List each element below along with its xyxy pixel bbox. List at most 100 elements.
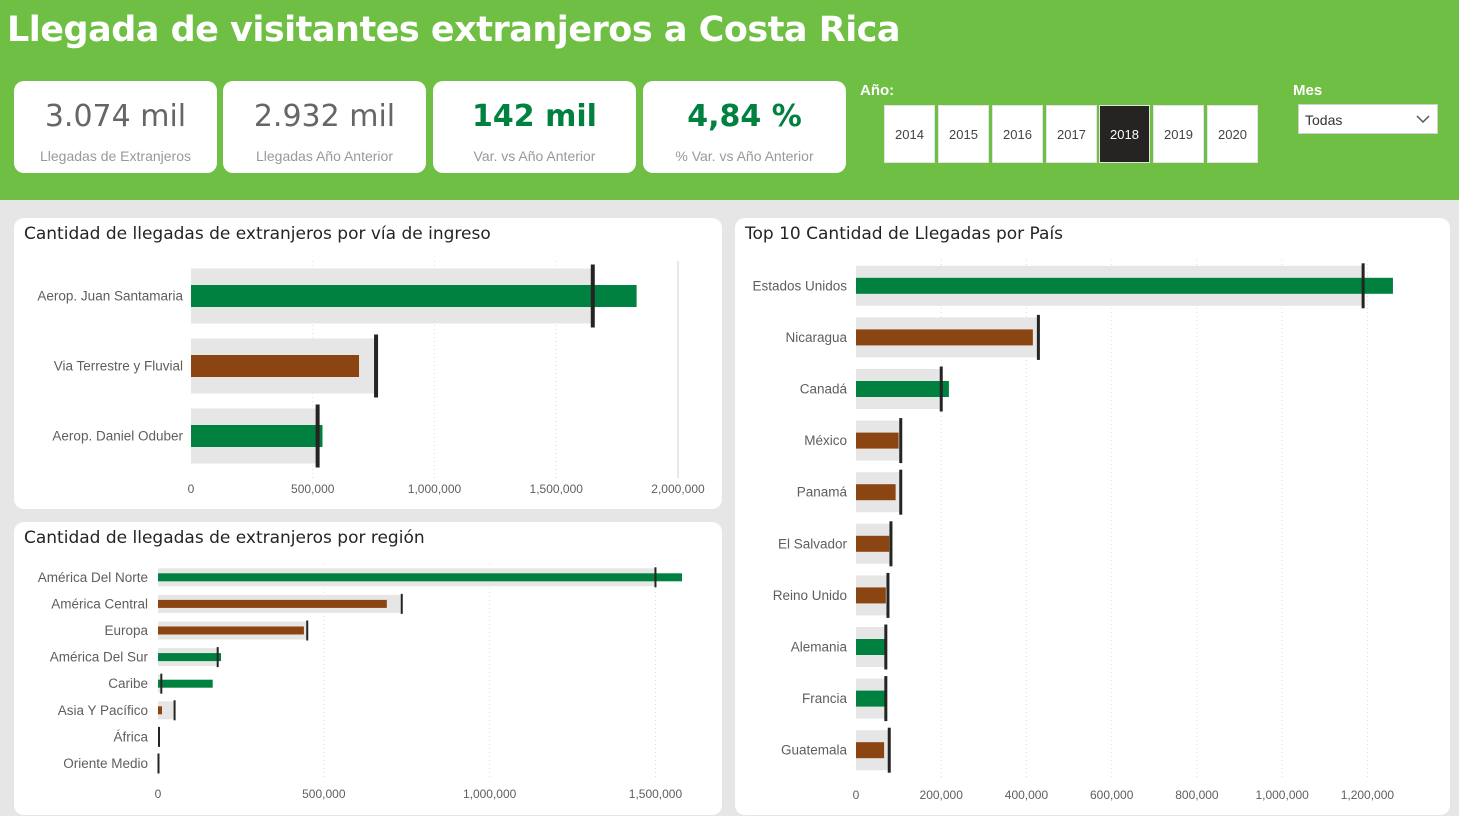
category-label: América Del Norte: [38, 570, 148, 585]
kpi-label: % Var. vs Año Anterior: [675, 148, 814, 164]
x-tick-label: 400,000: [1005, 788, 1049, 802]
kpi-card-variation: 142 mil Var. vs Año Anterior: [433, 81, 636, 173]
category-label: Canadá: [800, 382, 848, 397]
year-button-2014[interactable]: 2014: [884, 105, 935, 163]
value-bar: [158, 679, 213, 688]
chart-title: Cantidad de llegadas de extranjeros por …: [24, 528, 425, 548]
value-bar: [856, 587, 886, 604]
previous-year-marker: [887, 727, 891, 773]
x-tick-label: 1,000,000: [408, 482, 462, 496]
category-label: México: [804, 433, 847, 448]
year-button-2016[interactable]: 2016: [992, 105, 1043, 163]
page-title: Llegada de visitantes extranjeros a Cost…: [7, 10, 901, 50]
chart-panel-entry-route: Cantidad de llegadas de extranjeros por …: [14, 218, 722, 509]
x-tick-label: 600,000: [1090, 788, 1134, 802]
x-tick-label: 1,000,000: [463, 787, 517, 801]
previous-year-marker: [886, 572, 890, 618]
category-label: Via Terrestre y Fluvial: [54, 359, 183, 374]
month-dropdown[interactable]: Todas: [1298, 104, 1438, 134]
previous-year-marker: [173, 700, 176, 721]
category-label: Caribe: [108, 676, 148, 691]
previous-year-marker: [884, 624, 888, 670]
chart-title: Top 10 Cantidad de Llegadas por País: [745, 224, 1064, 244]
kpi-card-arrivals: 3.074 mil Llegadas de Extranjeros: [14, 81, 217, 173]
x-tick-label: 500,000: [302, 787, 346, 801]
category-label: América Del Sur: [50, 650, 149, 665]
value-bar: [191, 355, 360, 377]
chart-title: Cantidad de llegadas de extranjeros por …: [24, 224, 491, 244]
chevron-down-icon: [1416, 115, 1430, 124]
category-label: Panamá: [797, 485, 848, 500]
category-label: Reino Unido: [773, 588, 847, 603]
previous-year-marker: [899, 418, 903, 464]
year-button-2020[interactable]: 2020: [1207, 105, 1258, 163]
x-tick-label: 1,500,000: [629, 787, 683, 801]
region-chart: 0 500,000 1,000,000 1,500,000 América Del No…: [38, 564, 683, 801]
x-tick-label: 500,000: [291, 482, 335, 496]
x-tick-label: 1,200,000: [1341, 788, 1395, 802]
kpi-label: Var. vs Año Anterior: [473, 148, 596, 164]
previous-year-marker: [1361, 263, 1365, 309]
category-label: Aerop. Daniel Oduber: [52, 429, 183, 444]
value-bar: [158, 626, 304, 635]
x-tick-label: 200,000: [920, 788, 964, 802]
value-bar: [158, 573, 682, 582]
previous-year-marker: [157, 726, 160, 747]
value-bar: [191, 285, 637, 307]
value-bar: [158, 706, 162, 715]
previous-year-marker: [306, 620, 309, 641]
previous-year-marker: [1036, 314, 1040, 360]
category-label: Guatemala: [781, 743, 848, 758]
chart-panel-top-countries: Top 10 Cantidad de Llegadas por País 0 20…: [735, 218, 1450, 815]
entry-route-chart: 0 500,000 1,000,000 1,500,000 2,000,000 Aerop…: [37, 261, 705, 496]
year-button-2018[interactable]: 2018: [1099, 105, 1150, 163]
year-button-2017[interactable]: 2017: [1046, 105, 1097, 163]
value-bar: [856, 277, 1393, 294]
value-bar: [191, 425, 323, 447]
top-countries-chart: 0 200,000 400,000 600,000 800,000 1,000,000 1,…: [752, 260, 1395, 802]
value-bar: [856, 381, 949, 397]
previous-year-marker: [160, 673, 163, 694]
previous-year-marker: [400, 593, 403, 614]
year-button-2019[interactable]: 2019: [1153, 105, 1204, 163]
category-label: Estados Unidos: [752, 278, 847, 293]
x-tick-label: 2,000,000: [651, 482, 705, 496]
year-slicer-title: Año:: [860, 82, 895, 99]
value-bar: [856, 329, 1033, 346]
category-label: Aerop. Juan Santamaria: [37, 289, 183, 304]
value-bar: [856, 432, 899, 449]
previous-year-marker: [899, 469, 903, 515]
category-label: Europa: [104, 623, 148, 638]
category-label: Oriente Medio: [63, 756, 148, 771]
previous-year-marker: [216, 647, 219, 668]
month-dropdown-value: Todas: [1305, 112, 1343, 128]
header-banner: Llegada de visitantes extranjeros a Cost…: [0, 0, 1459, 200]
value-bar: [856, 639, 886, 655]
kpi-value: 3.074 mil: [44, 99, 187, 134]
month-slicer-title: Mes: [1293, 82, 1323, 99]
previous-year-marker: [157, 753, 160, 774]
previous-year-marker: [884, 676, 888, 722]
kpi-card-previous-year: 2.932 mil Llegadas Año Anterior: [223, 81, 426, 173]
kpi-value: 142 mil: [472, 99, 597, 134]
previous-year-marker: [374, 334, 379, 398]
value-bar: [158, 653, 222, 662]
previous-year-marker: [315, 404, 320, 468]
previous-year-marker: [939, 366, 943, 412]
x-tick-label: 1,500,000: [530, 482, 584, 496]
previous-year-marker: [654, 567, 657, 588]
category-label: África: [113, 729, 148, 744]
chart-panel-region: Cantidad de llegadas de extranjeros por …: [14, 522, 722, 815]
kpi-card-percent-variation: 4,84 % % Var. vs Año Anterior: [643, 81, 846, 173]
previous-year-marker: [590, 264, 595, 328]
value-bar: [856, 690, 886, 707]
value-bar: [158, 599, 387, 608]
kpi-label: Llegadas de Extranjeros: [40, 148, 191, 164]
kpi-value: 2.932 mil: [253, 99, 396, 134]
year-button-2015[interactable]: 2015: [938, 105, 989, 163]
category-label: América Central: [51, 596, 148, 611]
previous-year-band: [158, 701, 175, 720]
kpi-value: 4,84 %: [687, 99, 802, 134]
value-bar: [856, 535, 890, 552]
category-label: Asia Y Pacífico: [58, 703, 148, 718]
